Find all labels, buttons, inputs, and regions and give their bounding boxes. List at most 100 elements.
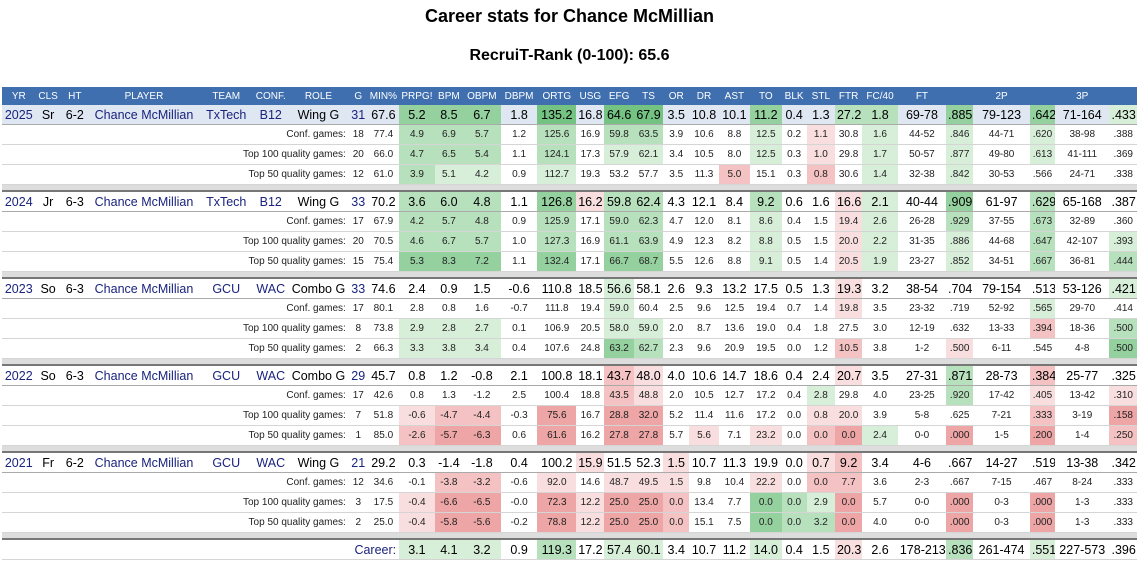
table-cell: 49-80 (973, 144, 1030, 165)
table-cell: 0.0 (806, 425, 835, 446)
column-header[interactable]: FT (897, 87, 947, 105)
table-cell: 29.8 (834, 385, 863, 406)
table-cell: 0-3 (973, 512, 1030, 533)
table-cell: 33 (348, 278, 368, 299)
table-cell: 16.8 (576, 105, 605, 125)
split-row: Conf. games: 17 42.6 0.8 1.3 -1.2 2.5 100.4 18.8… (2, 385, 1137, 406)
table-cell: 8 (348, 318, 368, 339)
column-header[interactable]: ROLE (288, 87, 349, 105)
table-cell: 6-2 (60, 105, 89, 125)
table-cell: .877 (946, 144, 974, 165)
table-cell: WAC (253, 278, 289, 299)
table-cell: 0.0 (781, 472, 807, 493)
column-header[interactable]: AST (718, 87, 751, 105)
column-header[interactable]: BPM (434, 87, 464, 105)
season-row[interactable]: 2024 Jr 6-3 Chance McMillian TxTech B12 Wing G… (2, 191, 1137, 212)
column-header[interactable]: CONF. (253, 87, 289, 105)
table-cell[interactable]: Chance McMillian (88, 452, 199, 473)
season-row[interactable]: 2023 So 6-3 Chance McMillian GCU WAC Combo G 33… (2, 278, 1137, 299)
column-header[interactable] (946, 87, 974, 105)
column-header[interactable]: OBPM (463, 87, 501, 105)
table-cell: 44-71 (973, 124, 1030, 145)
column-header[interactable]: OR (663, 87, 690, 105)
table-cell: .620 (1029, 124, 1055, 145)
table-cell[interactable]: TxTech (198, 191, 254, 212)
table-cell: WAC (253, 365, 289, 386)
table-cell: -3.2 (463, 472, 501, 493)
table-cell: 8.8 (718, 124, 751, 145)
column-header[interactable]: 2P (973, 87, 1030, 105)
table-cell: 34.6 (367, 472, 400, 493)
table-cell[interactable]: Chance McMillian (88, 105, 199, 125)
column-header[interactable]: G (348, 87, 368, 105)
table-cell: 7.1 (718, 425, 751, 446)
table-cell: 53-126 (1055, 278, 1110, 299)
column-header[interactable]: TEAM (198, 87, 254, 105)
table-cell[interactable]: GCU (198, 452, 254, 473)
table-cell: 0.0 (781, 338, 807, 359)
column-header[interactable] (1109, 87, 1137, 105)
career-label: Career: (2, 538, 400, 560)
table-cell: 0.8 (434, 298, 464, 319)
table-cell: 59.0 (604, 298, 634, 319)
table-cell: 25-77 (1055, 365, 1110, 386)
column-header[interactable]: PRPG! (399, 87, 435, 105)
split-label: Conf. games: (2, 124, 349, 145)
table-cell: 1.5 (663, 452, 690, 473)
table-cell: 8.4 (718, 191, 751, 212)
table-cell: .500 (1109, 318, 1137, 339)
table-cell: 1.2 (500, 124, 538, 145)
table-cell: 3.4 (463, 338, 501, 359)
table-cell: 1.6 (806, 191, 835, 212)
column-header[interactable]: EFG (604, 87, 634, 105)
season-row[interactable]: 2025 Sr 6-2 Chance McMillian TxTech B12 Wing G… (2, 105, 1137, 125)
table-cell[interactable]: Chance McMillian (88, 365, 199, 386)
table-cell: 0.8 (806, 405, 835, 426)
table-cell: 27.8 (633, 425, 664, 446)
season-row[interactable]: 2022 So 6-3 Chance McMillian GCU WAC Combo G 29… (2, 365, 1137, 386)
table-cell: 14.6 (576, 472, 605, 493)
table-cell: .632 (946, 318, 974, 339)
table-cell: 5.7 (463, 231, 501, 252)
split-row: Top 50 quality games: 2 66.3 3.3 3.8 3.4 0.4 10… (2, 338, 1137, 359)
column-header[interactable]: STL (806, 87, 835, 105)
table-cell: 0.9 (434, 278, 464, 299)
column-header[interactable]: TS (633, 87, 664, 105)
table-cell: 57.9 (604, 144, 634, 165)
table-cell[interactable]: Chance McMillian (88, 278, 199, 299)
table-cell: .000 (946, 425, 974, 446)
column-header[interactable]: HT (60, 87, 89, 105)
column-header[interactable]: ORTG (537, 87, 577, 105)
table-cell: .920 (946, 385, 974, 406)
column-header[interactable] (1029, 87, 1055, 105)
table-cell: 4.3 (663, 191, 690, 212)
column-header[interactable]: YR (2, 87, 36, 105)
table-cell: 3.2 (862, 278, 898, 299)
column-header[interactable]: DR (689, 87, 719, 105)
column-header[interactable]: PLAYER (88, 87, 199, 105)
table-cell: 4.1 (434, 538, 464, 560)
column-header[interactable]: BLK (781, 87, 807, 105)
table-cell: -1.2 (463, 385, 501, 406)
table-cell: 12-19 (897, 318, 947, 339)
column-header[interactable]: CLS (35, 87, 61, 105)
column-header[interactable]: TO (750, 87, 782, 105)
table-cell[interactable]: TxTech (198, 105, 254, 125)
column-header[interactable]: FTR (834, 87, 863, 105)
table-cell: .388 (1109, 124, 1137, 145)
table-cell: 18.5 (576, 278, 605, 299)
table-cell: 17 (348, 385, 368, 406)
table-cell: 2.8 (806, 385, 835, 406)
column-header[interactable]: 3P (1055, 87, 1110, 105)
table-cell[interactable]: GCU (198, 365, 254, 386)
table-cell[interactable]: Chance McMillian (88, 191, 199, 212)
season-row[interactable]: 2021 Fr 6-2 Chance McMillian GCU WAC Wing G 21 2… (2, 452, 1137, 473)
column-header[interactable]: DBPM (500, 87, 538, 105)
column-header[interactable]: USG (576, 87, 605, 105)
column-header[interactable]: MIN% (367, 87, 400, 105)
table-cell: 80.1 (367, 298, 400, 319)
table-cell: -1.8 (463, 452, 501, 473)
table-body: 2025 Sr 6-2 Chance McMillian TxTech B12 Wing G… (2, 105, 1137, 560)
table-cell[interactable]: GCU (198, 278, 254, 299)
column-header[interactable]: FC/40 (862, 87, 898, 105)
